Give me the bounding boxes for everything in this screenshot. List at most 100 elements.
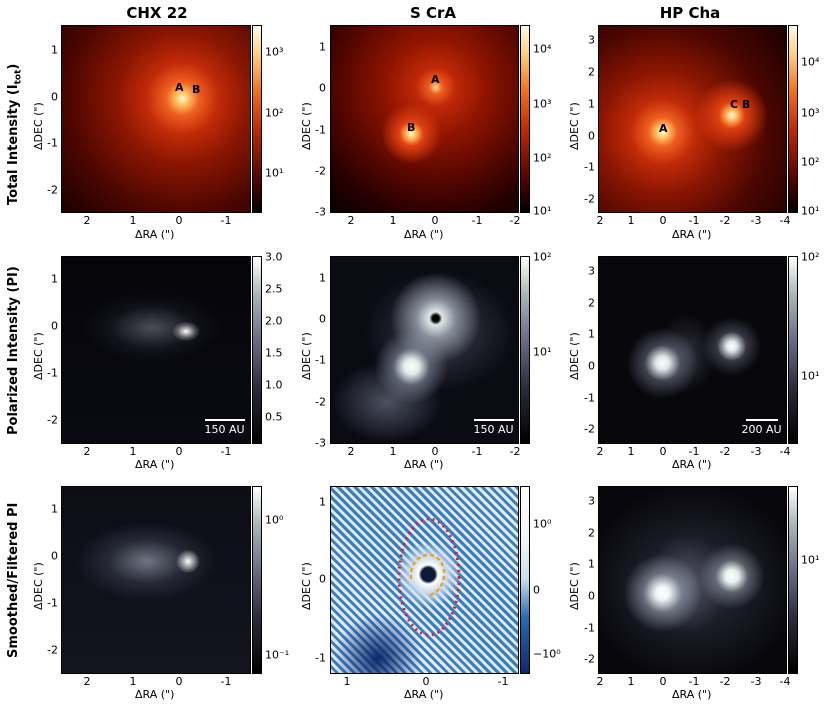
colorbar-scra-total [520, 25, 530, 213]
x-tick: 2 [83, 675, 91, 688]
y-tick: -3 [315, 436, 326, 450]
cbar-tick: 10² [801, 250, 820, 264]
y-tick: 0 [51, 549, 58, 563]
y-tick: 0 [51, 90, 58, 104]
y-tick: 2 [588, 65, 595, 79]
x-tick: 1 [627, 445, 635, 458]
image-scra-polarized: 150 AU [330, 256, 519, 444]
colorbar-hpcha-smoothed [788, 486, 798, 674]
cbar-tick: 10⁻¹ [265, 648, 290, 662]
x-tick: 2 [596, 675, 604, 688]
x-tick: 1 [389, 214, 397, 227]
y-tick: 3 [588, 33, 595, 47]
x-axis-label: ΔRA (") [672, 688, 712, 701]
y-tick: -1 [47, 136, 58, 150]
y-tick: -1 [315, 651, 326, 665]
x-tick: -3 [750, 445, 762, 458]
disk-outline-overlay [397, 517, 461, 637]
cbar-tick: 10² [533, 151, 552, 165]
x-axis-label: ΔRA (") [135, 228, 175, 241]
y-tick: 1 [51, 272, 58, 286]
image-chx22-total: A B [61, 25, 251, 213]
spiral-arc [409, 553, 446, 597]
x-tick: 0 [422, 675, 430, 688]
image-scra-filtered [330, 486, 519, 674]
star-label-a: A [431, 73, 440, 86]
x-tick: 2 [83, 214, 91, 227]
cbar-tick: 10⁴ [533, 42, 552, 56]
cbar-tick: 10² [265, 106, 284, 120]
cbar-tick: 10¹ [533, 204, 552, 218]
star-label-cb: C B [730, 98, 751, 111]
row-title-total-close: ) [6, 63, 21, 70]
cbar-tick: 10¹ [801, 553, 820, 567]
cbar-tick: 10² [801, 155, 820, 169]
x-axis-label: ΔRA (") [404, 228, 444, 241]
scale-bar: 150 AU [471, 419, 516, 436]
column-title-chx22: CHX 22 [126, 4, 188, 22]
scale-bar-label: 150 AU [204, 423, 245, 436]
x-tick: 0 [431, 445, 439, 458]
x-tick: -2 [509, 445, 521, 458]
y-tick: -2 [584, 652, 595, 666]
x-tick: 0 [659, 675, 667, 688]
row-title-polarized-intensity: Polarized Intensity (PI) [6, 266, 21, 435]
cbar-tick: 10¹ [533, 345, 552, 359]
y-tick: -1 [47, 366, 58, 380]
x-tick: -1 [688, 675, 700, 688]
y-tick: 1 [588, 327, 595, 341]
y-tick: -1 [315, 123, 326, 137]
x-tick: -1 [497, 675, 509, 688]
cbar-tick: 0.5 [265, 410, 283, 424]
x-tick: 0 [175, 675, 183, 688]
y-tick: -2 [47, 643, 58, 657]
row-title-total-sub: tot [13, 69, 24, 85]
colorbar-chx22-polarized [252, 256, 262, 444]
x-tick: 2 [347, 445, 355, 458]
image-chx22-smoothed [61, 486, 251, 674]
x-tick: -1 [471, 214, 483, 227]
scale-bar: 150 AU [202, 419, 247, 436]
y-tick: 0 [588, 589, 595, 603]
y-tick: -2 [315, 395, 326, 409]
row-title-smoothed-filtered: Smoothed/Filtered PI [6, 502, 21, 658]
y-tick: 1 [319, 40, 326, 54]
x-tick: 1 [389, 445, 397, 458]
cbar-tick: 2.5 [265, 282, 283, 296]
row-title-total-intensity: Total Intensity (Itot) [6, 64, 24, 205]
y-tick: -1 [315, 353, 326, 367]
x-tick: 1 [129, 214, 137, 227]
y-tick: 0 [51, 319, 58, 333]
x-tick: -1 [220, 675, 232, 688]
x-tick: 0 [659, 445, 667, 458]
column-title-hpcha: HP Cha [659, 4, 721, 22]
x-tick: 1 [343, 675, 351, 688]
x-tick: 0 [175, 445, 183, 458]
x-tick: 2 [596, 214, 604, 227]
y-tick: 1 [319, 495, 326, 509]
y-tick: 3 [588, 264, 595, 278]
y-tick: 1 [51, 502, 58, 516]
y-tick: 2 [588, 526, 595, 540]
colorbar-scra-filtered [520, 486, 530, 674]
cbar-tick: 1.5 [265, 346, 283, 360]
row-title-total-text: Total Intensity (I [6, 84, 21, 205]
image-hpcha-polarized: 200 AU [598, 256, 787, 444]
cbar-tick: 10³ [265, 45, 284, 59]
y-tick: -3 [315, 205, 326, 219]
x-axis-label: ΔRA (") [672, 458, 712, 471]
cbar-tick: 1.0 [265, 378, 283, 392]
y-axis-label: ΔDEC (") [300, 102, 313, 150]
x-axis-label: ΔRA (") [404, 688, 444, 701]
y-tick: 0 [319, 81, 326, 95]
y-tick: 3 [588, 494, 595, 508]
y-tick: 0 [319, 572, 326, 586]
column-title-scra: S CrA [409, 4, 457, 22]
x-tick: 0 [175, 214, 183, 227]
disk-ellipse [397, 517, 461, 637]
x-tick: 2 [596, 445, 604, 458]
image-hpcha-total: A C B [598, 25, 787, 213]
x-tick: -2 [719, 445, 731, 458]
y-tick: -1 [47, 596, 58, 610]
y-axis-label: ΔDEC (") [32, 332, 45, 380]
